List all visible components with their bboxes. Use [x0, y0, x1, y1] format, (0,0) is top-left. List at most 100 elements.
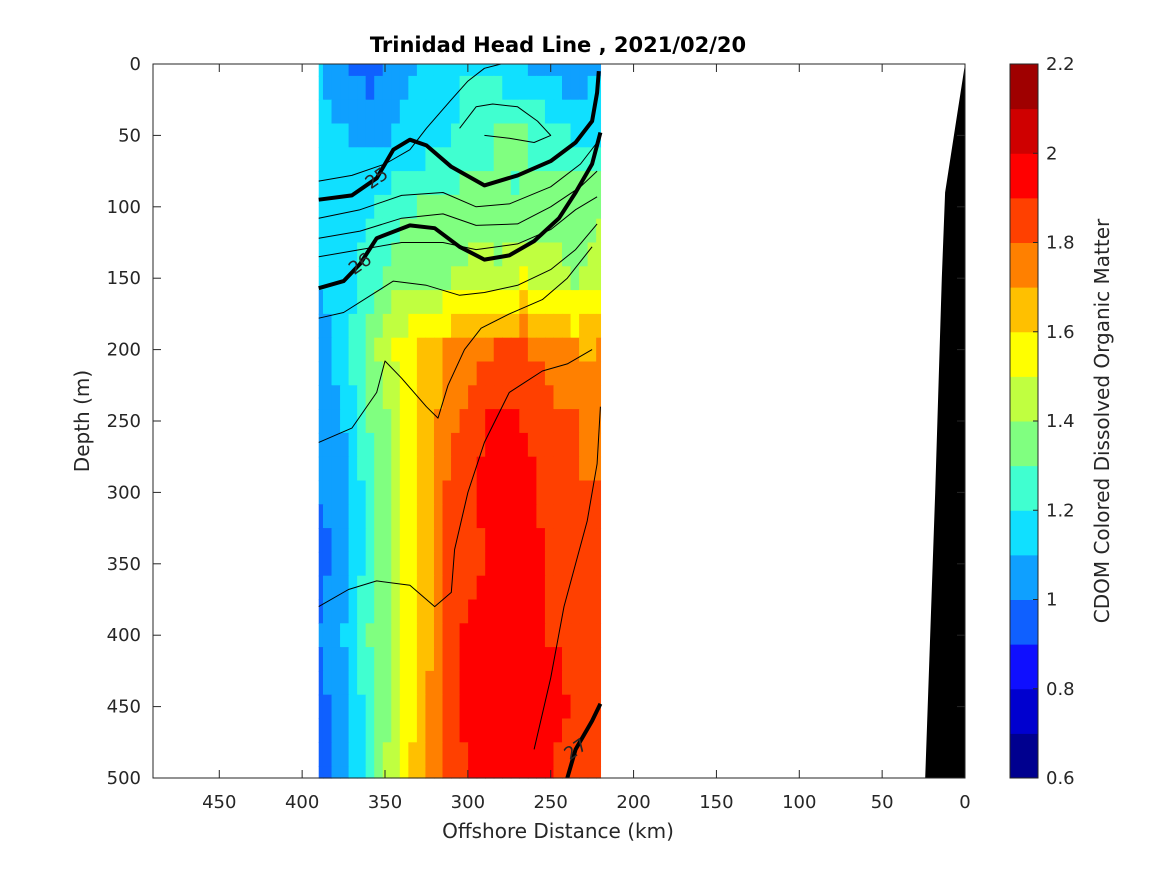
heatmap-cell: [596, 313, 602, 339]
heatmap-cell: [318, 75, 324, 101]
heatmap-cell: [493, 75, 503, 101]
heatmap-cell: [459, 218, 469, 244]
heatmap-cell: [442, 385, 452, 410]
heatmap-cell: [416, 266, 427, 291]
heatmap-cell: [493, 194, 503, 220]
heatmap-cell: [399, 480, 409, 505]
heatmap-cell: [331, 623, 341, 648]
heatmap-cell: [318, 337, 324, 363]
heatmap-cell: [348, 742, 358, 767]
heatmap-cell: [468, 551, 478, 577]
heatmap-cell: [318, 313, 324, 339]
heatmap-cell: [502, 313, 512, 339]
heatmap-cell: [468, 718, 478, 743]
heatmap-cell: [579, 337, 589, 363]
heatmap-cell: [510, 528, 520, 553]
heatmap-cell: [348, 194, 358, 220]
heatmap-cell: [519, 361, 529, 386]
heatmap-cell: [536, 456, 546, 482]
heatmap-cell: [476, 718, 486, 743]
heatmap-cell: [416, 99, 427, 125]
heatmap-cell: [374, 313, 384, 339]
heatmap-cell: [536, 385, 546, 410]
heatmap-cell: [570, 147, 580, 172]
heatmap-cell: [365, 218, 375, 244]
heatmap-cell: [468, 313, 478, 339]
heatmap-cell: [391, 432, 401, 458]
heatmap-cell: [562, 504, 572, 529]
heatmap-cell: [579, 575, 589, 601]
isopycnal-contour: [318, 142, 598, 219]
heatmap-cell: [322, 64, 333, 77]
heatmap-cell: [468, 337, 478, 363]
heatmap-cell: [416, 337, 427, 363]
heatmap-cell: [442, 647, 452, 672]
heatmap-cell: [399, 409, 409, 434]
heatmap-cell: [468, 409, 478, 434]
heatmap-cell: [536, 528, 546, 553]
heatmap-cell: [570, 599, 580, 624]
heatmap-cell: [391, 742, 401, 767]
heatmap-cell: [579, 504, 589, 529]
heatmap-cell: [587, 123, 597, 148]
heatmap-cell: [562, 480, 572, 505]
heatmap-cell: [416, 551, 427, 577]
heatmap-cell: [502, 171, 512, 196]
heatmap-cell: [562, 694, 572, 720]
heatmap-cell: [374, 171, 384, 196]
heatmap-cell: [451, 575, 461, 601]
heatmap-cell: [562, 670, 572, 696]
heatmap-cell: [485, 623, 495, 648]
heatmap-cell: [442, 337, 452, 363]
heatmap-cell: [318, 409, 324, 434]
heatmap-cell: [468, 64, 478, 77]
heatmap-cell: [416, 766, 427, 779]
x-tick-label: 400: [285, 792, 319, 813]
heatmap-cell: [468, 147, 478, 172]
heatmap-cell: [374, 718, 384, 743]
heatmap-cell: [348, 456, 358, 482]
heatmap-cell: [502, 551, 512, 577]
heatmap-cell: [374, 290, 384, 315]
heatmap-cell: [493, 313, 503, 339]
heatmap-cell: [502, 670, 512, 696]
heatmap-cell: [562, 528, 572, 553]
heatmap-cell: [485, 718, 495, 743]
heatmap-cell: [322, 385, 333, 410]
heatmap-cell: [433, 123, 444, 148]
heatmap-cell: [348, 599, 358, 624]
heatmap-cell: [476, 766, 486, 779]
heatmap-cell: [382, 504, 392, 529]
isopycnal-contour: [533, 406, 601, 750]
heatmap-cell: [476, 432, 486, 458]
heatmap-cell: [399, 337, 409, 363]
heatmap-cell: [579, 218, 589, 244]
heatmap-cell: [562, 551, 572, 577]
heatmap-cell: [476, 361, 486, 386]
heatmap-cell: [382, 75, 392, 101]
heatmap-cell: [408, 266, 418, 291]
heatmap-cell: [502, 337, 512, 363]
heatmap-cell: [485, 242, 495, 267]
heatmap-cell: [579, 551, 589, 577]
heatmap-cell: [451, 361, 461, 386]
heatmap-cell: [408, 147, 418, 172]
heatmap-cell: [519, 742, 529, 767]
heatmap-cell: [374, 361, 384, 386]
heatmap-cell: [331, 218, 341, 244]
heatmap-cell: [544, 480, 555, 505]
heatmap-cell: [416, 385, 427, 410]
heatmap-cell: [399, 647, 409, 672]
heatmap-cell: [476, 623, 486, 648]
heatmap-cell: [476, 194, 486, 220]
heatmap-cell: [579, 742, 589, 767]
heatmap-cell: [562, 361, 572, 386]
heatmap-cell: [391, 337, 401, 363]
heatmap-cell: [391, 242, 401, 267]
heatmap-cell: [553, 766, 563, 779]
heatmap-cell: [399, 290, 409, 315]
heatmap-cell: [318, 575, 324, 601]
heatmap-cell: [365, 99, 375, 125]
heatmap-cell: [587, 194, 597, 220]
heatmap-cell: [451, 504, 461, 529]
